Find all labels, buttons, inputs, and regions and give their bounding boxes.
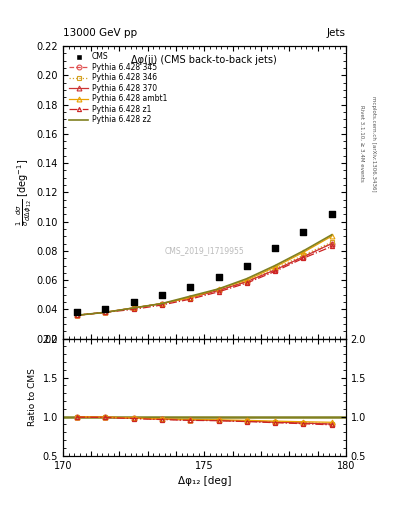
CMS: [244, 262, 250, 270]
Y-axis label: Ratio to CMS: Ratio to CMS: [28, 368, 37, 426]
Line: Pythia 6.428 346: Pythia 6.428 346: [75, 240, 334, 317]
Pythia 6.428 z2: [301, 248, 306, 254]
CMS: [329, 210, 335, 219]
Pythia 6.428 z2: [273, 263, 277, 269]
CMS: [215, 273, 222, 281]
Text: Rivet 3.1.10, ≥ 3.4M events: Rivet 3.1.10, ≥ 3.4M events: [360, 105, 365, 182]
Pythia 6.428 z2: [131, 305, 136, 311]
Pythia 6.428 ambt1: [103, 309, 108, 315]
Pythia 6.428 370: [216, 287, 221, 293]
Pythia 6.428 346: [103, 309, 108, 315]
Pythia 6.428 346: [160, 301, 164, 307]
Pythia 6.428 z2: [103, 309, 108, 315]
Line: Pythia 6.428 z2: Pythia 6.428 z2: [77, 235, 332, 315]
Pythia 6.428 z1: [103, 309, 108, 315]
Pythia 6.428 z1: [75, 312, 79, 318]
Pythia 6.428 346: [131, 305, 136, 311]
Pythia 6.428 346: [301, 252, 306, 259]
Pythia 6.428 z2: [188, 293, 193, 300]
Pythia 6.428 ambt1: [329, 233, 334, 239]
Line: Pythia 6.428 z1: Pythia 6.428 z1: [75, 244, 334, 317]
CMS: [130, 298, 137, 306]
Pythia 6.428 346: [188, 294, 193, 301]
Pythia 6.428 370: [244, 279, 249, 285]
Pythia 6.428 370: [273, 267, 277, 273]
Pythia 6.428 ambt1: [131, 305, 136, 311]
CMS: [300, 228, 307, 236]
Pythia 6.428 346: [75, 312, 79, 318]
Text: 13000 GeV pp: 13000 GeV pp: [63, 28, 137, 38]
Pythia 6.428 345: [75, 312, 79, 318]
Pythia 6.428 z1: [216, 289, 221, 295]
Pythia 6.428 370: [329, 241, 334, 247]
Pythia 6.428 345: [329, 241, 334, 247]
Legend: CMS, Pythia 6.428 345, Pythia 6.428 346, Pythia 6.428 370, Pythia 6.428 ambt1, P: CMS, Pythia 6.428 345, Pythia 6.428 346,…: [67, 50, 169, 126]
Pythia 6.428 370: [103, 309, 108, 315]
Pythia 6.428 z2: [216, 286, 221, 292]
Pythia 6.428 ambt1: [160, 301, 164, 307]
Pythia 6.428 370: [301, 253, 306, 260]
Pythia 6.428 345: [188, 294, 193, 301]
Pythia 6.428 345: [244, 279, 249, 285]
Pythia 6.428 z1: [329, 243, 334, 249]
Pythia 6.428 z1: [301, 255, 306, 261]
Pythia 6.428 346: [244, 279, 249, 285]
CMS: [187, 283, 193, 291]
Pythia 6.428 346: [216, 287, 221, 293]
Pythia 6.428 ambt1: [75, 312, 79, 318]
Y-axis label: $\frac{1}{\sigma}\frac{d\sigma}{d\Delta\phi_{12}}$ [deg$^{-1}$]: $\frac{1}{\sigma}\frac{d\sigma}{d\Delta\…: [14, 159, 34, 226]
Pythia 6.428 370: [188, 294, 193, 301]
Pythia 6.428 z1: [273, 268, 277, 274]
X-axis label: Δφ₁₂ [deg]: Δφ₁₂ [deg]: [178, 476, 231, 486]
Pythia 6.428 ambt1: [273, 264, 277, 270]
Pythia 6.428 370: [75, 312, 79, 318]
CMS: [159, 291, 165, 299]
Text: mcplots.cern.ch [arXiv:1306.3436]: mcplots.cern.ch [arXiv:1306.3436]: [371, 96, 376, 191]
Pythia 6.428 ambt1: [301, 249, 306, 255]
Pythia 6.428 z1: [160, 302, 164, 308]
Pythia 6.428 z2: [75, 312, 79, 318]
Pythia 6.428 345: [103, 309, 108, 315]
Line: Pythia 6.428 370: Pythia 6.428 370: [75, 241, 334, 317]
Text: Δφ(jj) (CMS back-to-back jets): Δφ(jj) (CMS back-to-back jets): [132, 55, 277, 65]
Pythia 6.428 z1: [244, 280, 249, 286]
Line: Pythia 6.428 ambt1: Pythia 6.428 ambt1: [75, 234, 334, 317]
Pythia 6.428 346: [273, 265, 277, 271]
Pythia 6.428 345: [160, 301, 164, 307]
Line: Pythia 6.428 345: Pythia 6.428 345: [75, 241, 334, 317]
Pythia 6.428 345: [131, 305, 136, 311]
Pythia 6.428 z1: [188, 296, 193, 302]
Pythia 6.428 345: [273, 267, 277, 273]
Pythia 6.428 ambt1: [216, 286, 221, 292]
Pythia 6.428 370: [160, 301, 164, 307]
Pythia 6.428 345: [301, 253, 306, 260]
Pythia 6.428 ambt1: [244, 277, 249, 283]
Pythia 6.428 346: [329, 239, 334, 245]
CMS: [102, 305, 108, 313]
Pythia 6.428 345: [216, 287, 221, 293]
Pythia 6.428 ambt1: [188, 294, 193, 301]
Text: Jets: Jets: [327, 28, 346, 38]
CMS: [74, 308, 80, 316]
Pythia 6.428 z2: [329, 232, 334, 238]
Pythia 6.428 z2: [160, 301, 164, 307]
CMS: [272, 244, 278, 252]
Pythia 6.428 z2: [244, 275, 249, 282]
Pythia 6.428 370: [131, 305, 136, 311]
Pythia 6.428 z1: [131, 306, 136, 312]
Text: CMS_2019_I1719955: CMS_2019_I1719955: [165, 246, 244, 255]
